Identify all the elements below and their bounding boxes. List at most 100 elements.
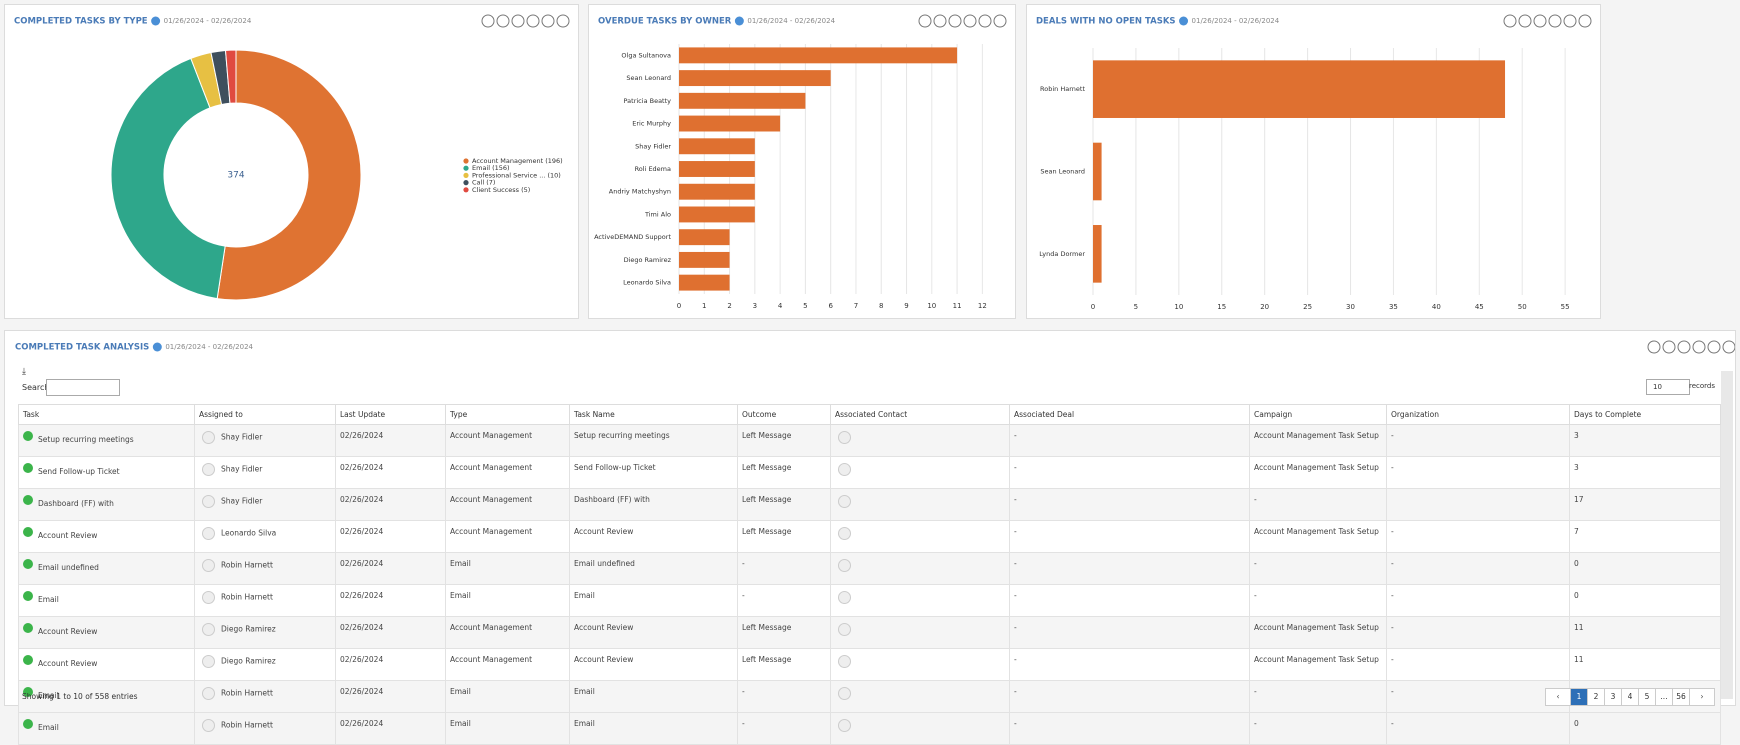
panel-button[interactable] [1578,14,1592,28]
panel-button[interactable] [481,14,495,28]
panel-button[interactable] [933,14,947,28]
page-length[interactable]: 10 [1646,379,1690,395]
table-cell: Account Management Task Setup [1249,616,1387,649]
column-header[interactable]: Last Update [335,404,446,425]
cell-text: 3 [1574,463,1579,472]
table-cell: - [1009,552,1250,585]
x-tick-label: 45 [1475,303,1484,311]
cell-text: - [1391,687,1394,696]
cell-text: Email [38,723,59,732]
panel-subtitle: 01/26/2024 - 02/26/2024 [1192,17,1280,25]
cell-text: Account Management Task Setup [1254,655,1379,664]
table-row: Email undefined Robin Harnett 02/26/2024 Em… [18,552,1721,585]
table-cell: Shay Fidler [194,424,336,457]
column-header[interactable]: Campaign [1249,404,1387,425]
legend-marker [463,165,469,171]
panel-button[interactable] [1503,14,1517,28]
panel-button[interactable] [1533,14,1547,28]
cell-text: - [1014,527,1017,536]
table-cell: Account Review [18,648,195,681]
cell-text: Email undefined [38,563,99,572]
done-icon [23,591,33,601]
x-tick-label: 2 [727,302,731,310]
column-header[interactable]: Task Name [569,404,738,425]
page-button[interactable]: 5 [1638,688,1656,706]
cell-text: Left Message [742,495,792,504]
donut-slice [216,49,362,301]
panel-button[interactable] [1662,340,1676,354]
cell-text: Email [450,559,471,568]
page-button[interactable]: 4 [1621,688,1639,706]
panel-button[interactable] [1722,340,1735,354]
x-tick-label: 10 [927,302,936,310]
panel-subtitle: 01/26/2024 - 02/26/2024 [165,343,253,351]
donut-slice [110,57,226,300]
page-button[interactable]: 2 [1587,688,1605,706]
y-tick-label: Robin Harnett [1040,85,1085,93]
x-tick-label: 10 [1174,303,1183,311]
panel-button[interactable] [1707,340,1721,354]
y-tick-label: Shay Fidler [635,142,671,150]
page-button[interactable]: 56 [1672,688,1690,706]
table-cell: Account Management [445,616,570,649]
cell-text: Account Review [574,527,634,536]
panel-button[interactable] [1692,340,1706,354]
cell-text: - [1014,623,1017,632]
table-cell: 11 [1569,648,1721,681]
table-cell: Left Message [737,424,831,457]
panel-button[interactable] [963,14,977,28]
avatar [838,431,851,444]
page-button[interactable]: 3 [1604,688,1622,706]
table-cell: Email undefined [569,552,738,585]
panel-button[interactable] [526,14,540,28]
download-icon[interactable]: ⤓ [22,367,26,377]
y-tick-label: Diego Ramirez [624,256,672,264]
table-cell: Email [445,712,570,745]
column-header[interactable]: Task [18,404,195,425]
table-cell: - [1386,712,1570,745]
table-cell: Account Management [445,520,570,553]
panel-button[interactable] [1518,14,1532,28]
table-cell: Account Review [569,648,738,681]
column-header[interactable]: Outcome [737,404,831,425]
column-header[interactable]: Days to Complete [1569,404,1721,425]
panel-button[interactable] [1563,14,1577,28]
table-cell: Account Management Task Setup [1249,456,1387,489]
cell-text: Account Management [450,495,533,504]
table-header: COMPLETED TASK ANALYSIS 01/26/2024 - 02/2… [15,340,1735,354]
column-header[interactable]: Associated Contact [830,404,1010,425]
table-cell: 02/26/2024 [335,456,446,489]
y-tick-label: Roli Edema [635,165,671,173]
next-button[interactable]: › [1689,688,1715,706]
panel-button[interactable] [496,14,510,28]
avatar [202,495,215,508]
table-cell: Send Follow-up Ticket [569,456,738,489]
cell-text: Send Follow-up Ticket [38,467,120,476]
panel-button[interactable] [511,14,525,28]
panel-button[interactable] [541,14,555,28]
panel-button[interactable] [978,14,992,28]
panel-button[interactable] [993,14,1007,28]
panel-button[interactable] [948,14,962,28]
panel-button[interactable] [1647,340,1661,354]
bar [679,161,755,177]
panel-button[interactable] [1677,340,1691,354]
cell-text: 0 [1574,719,1579,728]
panel-button[interactable] [918,14,932,28]
table-cell: 02/26/2024 [335,488,446,521]
column-header[interactable]: Type [445,404,570,425]
avatar [202,527,215,540]
prev-button[interactable]: ‹ [1545,688,1571,706]
page-button[interactable]: 1 [1570,688,1588,706]
x-tick-label: 11 [953,302,962,310]
column-header[interactable]: Associated Deal [1009,404,1250,425]
panel-button[interactable] [1548,14,1562,28]
column-header[interactable]: Organization [1386,404,1570,425]
page-button[interactable]: ... [1655,688,1673,706]
table-cell: 3 [1569,456,1721,489]
column-header[interactable]: Assigned to [194,404,336,425]
panel-button[interactable] [556,14,570,28]
cell-text: Robin Harnett [221,688,273,698]
search-input[interactable] [46,379,120,396]
table-cell [830,424,1010,457]
